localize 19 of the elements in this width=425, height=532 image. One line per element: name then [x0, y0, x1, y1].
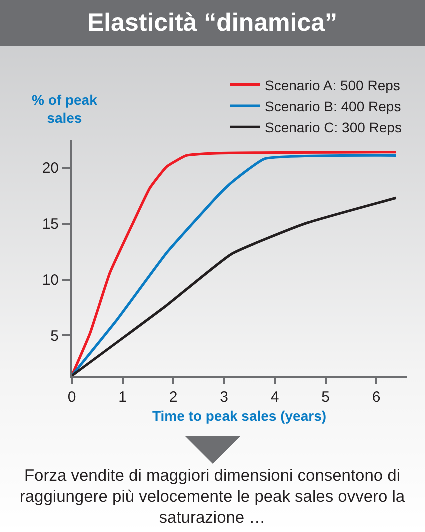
y-tick-label: 15: [42, 216, 59, 234]
x-tick-label: 4: [270, 389, 280, 406]
x-axis-title: Time to peak sales (years): [152, 408, 327, 424]
legend-label: Scenario C: 300 Reps: [265, 120, 402, 136]
y-tick-label: 5: [50, 328, 59, 345]
line-series: [72, 196, 398, 376]
x-tick-label: 6: [372, 389, 381, 406]
x-tick-label: 5: [322, 389, 330, 406]
text: Forza vendite di maggiori dimensioni consentono di raggiungere più velocemente le peak sales ovvero la saturazione …: [18, 466, 406, 529]
legend-label: Scenario A: 500 Reps: [265, 77, 400, 94]
legend-label: Scenario B: 400 Reps: [265, 98, 402, 114]
y-tick-label: 20: [42, 160, 59, 178]
chart-title: Elasticità “dinamica”: [0, 0, 425, 46]
y-tick-label: 10: [42, 272, 59, 290]
x-tick-label: 2: [169, 389, 178, 406]
x-tick-label: 1: [118, 389, 127, 406]
x-tick-label: 0: [68, 389, 76, 406]
x-tick-label: 3: [220, 389, 228, 406]
y-axis-title: % of peak sales: [32, 92, 98, 126]
